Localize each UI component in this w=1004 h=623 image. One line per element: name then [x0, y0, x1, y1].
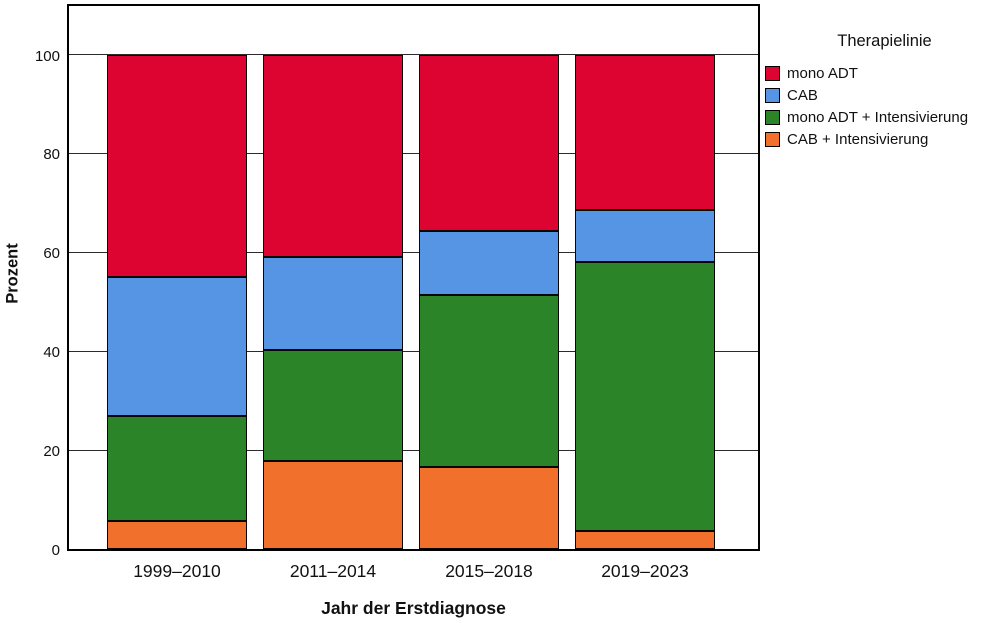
legend-swatch-icon: [765, 131, 780, 147]
segment-mono-adt: [263, 54, 403, 257]
legend-item-label: CAB: [787, 86, 818, 104]
segment-cab-+-intensivierung: [419, 466, 559, 549]
segment-cab-+-intensivierung: [107, 520, 247, 549]
legend-item-label: mono ADT + Intensivierung: [787, 108, 969, 126]
y-tick-label: 80: [43, 146, 60, 164]
legend-item-cab: CAB: [765, 86, 1004, 104]
bar-2019–2023: [575, 54, 715, 549]
segment-mono-adt: [419, 54, 559, 232]
bar-2015–2018: [419, 54, 559, 549]
x-axis-title: Jahr der Erstdiagnose: [321, 598, 506, 618]
y-tick-label: 20: [43, 443, 60, 461]
gridline-20: [69, 449, 758, 451]
segment-cab-+-intensivierung: [575, 531, 715, 549]
bar-layer: [69, 6, 758, 549]
segment-mono-adt-+-intensivierung: [263, 349, 403, 461]
gridline-80: [69, 152, 758, 154]
x-tick-label: 2019–2023: [601, 561, 689, 581]
segment-mono-adt: [575, 54, 715, 211]
y-tick-label: 100: [34, 47, 60, 65]
segment-cab: [419, 231, 559, 296]
y-tick-label: 60: [43, 245, 60, 263]
legend-title: Therapielinie: [837, 32, 932, 50]
legend-item-mono-adt: mono ADT: [765, 64, 1004, 82]
legend-item-mono-adt-+-intensivierung: mono ADT + Intensivierung: [765, 108, 1004, 126]
gridline-layer: [69, 6, 758, 549]
legend-swatch-icon: [765, 109, 780, 125]
gridline-60: [69, 251, 758, 253]
y-tick-label: 40: [43, 344, 60, 362]
legend: Therapielinie mono ADT CAB mono ADT + Inte…: [765, 32, 1004, 153]
x-tick-label: 2011–2014: [289, 561, 377, 581]
gridline-40: [69, 350, 758, 352]
segment-mono-adt-+-intensivierung: [575, 261, 715, 532]
bar-2011–2014: [263, 54, 403, 549]
segment-cab: [575, 210, 715, 262]
segment-cab-+-intensivierung: [263, 460, 403, 549]
segment-cab: [107, 277, 247, 416]
segment-mono-adt-+-intensivierung: [107, 415, 247, 521]
plot-area: [67, 4, 760, 551]
legend-swatch-icon: [765, 65, 780, 81]
gridline-100: [69, 54, 758, 55]
bar-1999–2010: [107, 54, 247, 549]
legend-swatch-icon: [765, 87, 780, 103]
y-tick-label: 0: [51, 542, 60, 559]
legend-items: mono ADT CAB mono ADT + Intensivierung CAB …: [765, 64, 1004, 148]
x-tick-label: 2015–2018: [445, 561, 533, 581]
legend-item-label: CAB + Intensivierung: [787, 130, 929, 148]
segment-mono-adt: [107, 54, 247, 278]
x-tick-label: 1999–2010: [133, 561, 221, 581]
legend-item-cab-+-intensivierung: CAB + Intensivierung: [765, 130, 1004, 148]
legend-item-label: mono ADT: [787, 64, 858, 82]
segment-mono-adt-+-intensivierung: [419, 295, 559, 467]
segment-cab: [263, 256, 403, 350]
